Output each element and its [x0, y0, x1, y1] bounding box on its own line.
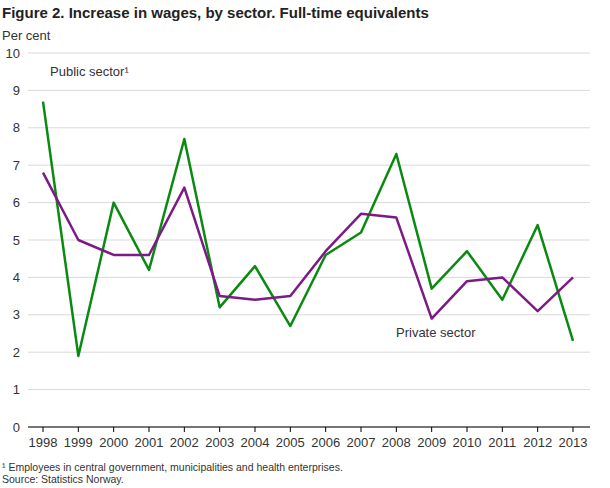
y-tick-label: 1: [13, 382, 20, 397]
grid-line: [28, 314, 590, 315]
x-tick-label: 2003: [205, 435, 234, 450]
y-tick-label: 0: [13, 420, 20, 435]
series-label: Private sector: [396, 325, 476, 340]
y-tick-label: 6: [13, 195, 20, 210]
x-tick-label: 1999: [64, 435, 93, 450]
x-tick-label: 2001: [135, 435, 164, 450]
x-tick-label: 2013: [559, 435, 588, 450]
series-line: [43, 102, 573, 356]
x-tick: [290, 427, 291, 432]
y-axis-label: Per cent: [2, 28, 51, 43]
x-tick: [219, 427, 220, 432]
title: Figure 2. Increase in wages, by sector. …: [2, 4, 429, 21]
footnote: ¹ Employees in central government, munic…: [2, 461, 343, 473]
x-tick-label: 2011: [488, 435, 516, 450]
x-tick-label: 2010: [453, 435, 482, 450]
grid-line: [28, 352, 590, 353]
footnote: Source: Statistics Norway.: [2, 473, 124, 485]
x-tick-label: 2009: [417, 435, 446, 450]
x-tick: [467, 427, 468, 432]
x-tick-label: 1998: [29, 435, 58, 450]
grid-line: [28, 277, 590, 278]
x-tick: [113, 427, 114, 432]
x-tick: [184, 427, 185, 432]
x-tick: [149, 427, 150, 432]
grid-line: [28, 240, 590, 241]
series-label: Public sector¹: [50, 64, 129, 79]
y-tick-label: 3: [13, 307, 20, 322]
x-tick: [502, 427, 503, 432]
x-tick-label: 2006: [311, 435, 340, 450]
chart: Figure 2. Increase in wages, by sector. …: [0, 0, 610, 488]
x-tick: [431, 427, 432, 432]
x-tick-label: 2008: [382, 435, 411, 450]
y-tick-label: 5: [13, 233, 20, 248]
x-tick: [255, 427, 256, 432]
x-tick: [361, 427, 362, 432]
grid-line: [28, 53, 590, 54]
y-tick-label: 4: [13, 270, 20, 285]
y-tick-label: 10: [6, 46, 20, 61]
grid-line: [28, 389, 590, 390]
y-tick-label: 7: [13, 158, 20, 173]
y-tick-label: 9: [13, 83, 20, 98]
x-tick: [325, 427, 326, 432]
series-line: [43, 173, 573, 319]
x-tick: [573, 427, 574, 432]
x-tick-label: 2012: [523, 435, 552, 450]
grid-line: [28, 90, 590, 91]
x-tick-label: 2004: [241, 435, 270, 450]
x-tick-label: 2007: [347, 435, 376, 450]
x-tick: [43, 427, 44, 432]
y-tick-label: 2: [13, 345, 20, 360]
x-tick-label: 2002: [170, 435, 199, 450]
x-tick: [396, 427, 397, 432]
x-tick-label: 2005: [276, 435, 305, 450]
x-tick: [78, 427, 79, 432]
x-tick: [537, 427, 538, 432]
x-axis: [28, 427, 590, 428]
grid-line: [28, 127, 590, 128]
grid-line: [28, 165, 590, 166]
y-tick-label: 8: [13, 120, 20, 135]
plot-area: [43, 102, 573, 356]
x-tick-label: 2000: [99, 435, 128, 450]
grid-line: [28, 427, 590, 428]
grid-line: [28, 202, 590, 203]
